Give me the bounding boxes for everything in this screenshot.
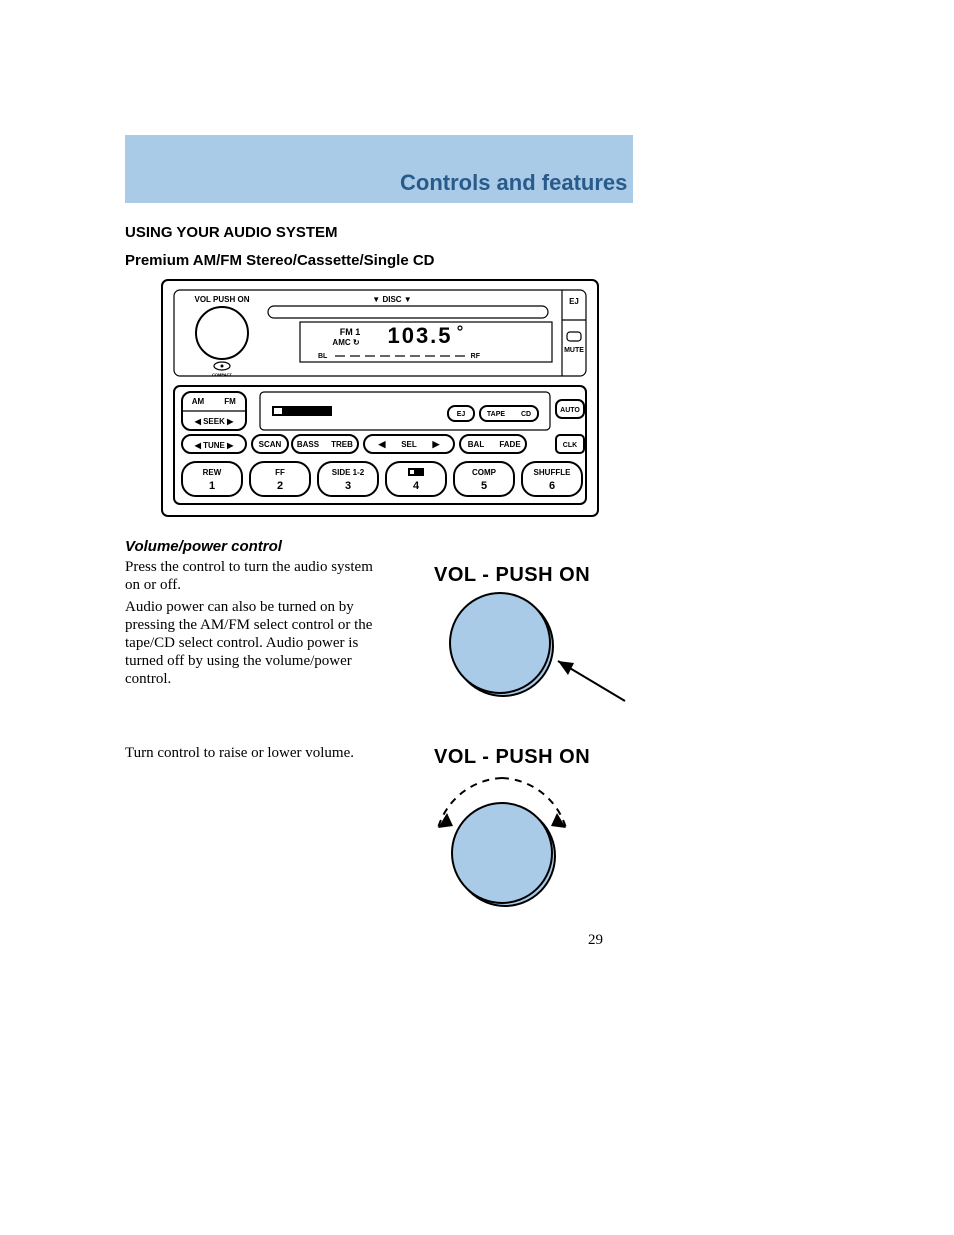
svg-text:REW: REW	[203, 468, 222, 477]
knob2-label: VOL - PUSH ON	[434, 746, 590, 769]
svg-text:1: 1	[209, 480, 215, 492]
page-number: 29	[588, 932, 603, 949]
svg-text:BAL: BAL	[468, 440, 485, 449]
subsection-title: Premium AM/FM Stereo/Cassette/Single CD	[125, 252, 435, 269]
svg-text:◀: ◀	[378, 439, 387, 449]
svg-text:◀ TUNE ▶: ◀ TUNE ▶	[194, 441, 234, 450]
volume-heading: Volume/power control	[125, 538, 282, 555]
svg-text:▶: ▶	[432, 439, 441, 449]
svg-text:TREB: TREB	[331, 440, 353, 449]
section-title: USING YOUR AUDIO SYSTEM	[125, 224, 338, 241]
svg-text:CD: CD	[521, 411, 531, 418]
svg-text:COMP: COMP	[472, 468, 497, 477]
svg-text:RF: RF	[471, 353, 481, 360]
svg-text:FF: FF	[275, 468, 285, 477]
svg-text:EJ: EJ	[569, 297, 579, 306]
svg-text:5: 5	[481, 480, 487, 492]
svg-text:▼ DISC ▼: ▼ DISC ▼	[372, 295, 411, 304]
svg-text:103.5: 103.5	[387, 323, 452, 348]
svg-text:BL: BL	[318, 353, 328, 360]
svg-text:AUTO: AUTO	[560, 407, 580, 414]
svg-text:SIDE 1-2: SIDE 1-2	[332, 468, 365, 477]
svg-text:MUTE: MUTE	[564, 347, 584, 354]
volume-para1: Press the control to turn the audio syst…	[125, 558, 375, 594]
radio-diagram: .ln{stroke:#000;stroke-width:1.2;fill:no…	[160, 278, 600, 518]
volume-para2: Audio power can also be turned on by pre…	[125, 598, 375, 688]
svg-text:EJ: EJ	[457, 411, 466, 418]
svg-text:DOLBY B NR: DOLBY B NR	[294, 409, 325, 415]
knob-turn-diagram	[398, 768, 633, 918]
svg-text:4: 4	[413, 480, 420, 492]
knob-press-diagram	[400, 586, 635, 726]
volume-para3: Turn control to raise or lower volume.	[125, 744, 375, 762]
svg-text:FM: FM	[224, 397, 236, 406]
svg-text:TAPE: TAPE	[487, 411, 505, 418]
svg-text:FADE: FADE	[499, 440, 521, 449]
svg-text:3: 3	[345, 480, 351, 492]
svg-text:2: 2	[277, 480, 283, 492]
svg-text:FM 1: FM 1	[340, 327, 361, 337]
svg-text:COMPACT: COMPACT	[212, 372, 232, 377]
svg-text:BASS: BASS	[297, 440, 320, 449]
svg-text:6: 6	[549, 480, 555, 492]
svg-text:CLK: CLK	[563, 442, 577, 449]
svg-text:SHUFFLE: SHUFFLE	[534, 468, 572, 477]
svg-text:SEL: SEL	[401, 440, 417, 449]
svg-text:AM: AM	[192, 397, 205, 406]
knob1-label: VOL - PUSH ON	[434, 564, 590, 587]
svg-text:SCAN: SCAN	[259, 440, 282, 449]
svg-text:◀ SEEK ▶: ◀ SEEK ▶	[194, 417, 234, 426]
svg-text:AMC ↻: AMC ↻	[332, 338, 359, 347]
page-header: Controls and features	[400, 170, 627, 196]
svg-text:VOL PUSH ON: VOL PUSH ON	[195, 295, 250, 304]
